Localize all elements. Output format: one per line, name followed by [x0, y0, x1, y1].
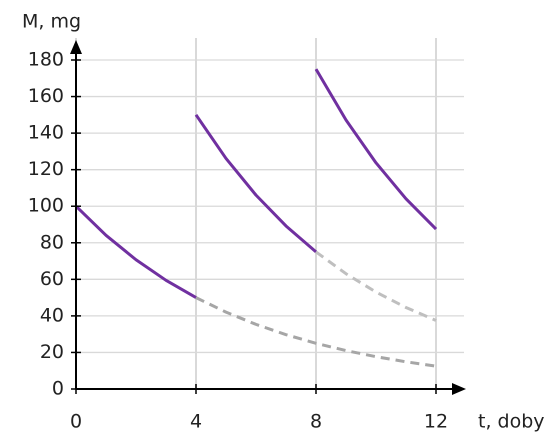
y-tick-label: 160	[28, 85, 64, 107]
x-tick-label: 4	[190, 411, 202, 433]
plot-area	[74, 68, 438, 368]
y-tick-label: 40	[40, 304, 64, 326]
dashed-line	[315, 250, 437, 322]
y-axis-label: M, mg	[22, 11, 81, 33]
y-tick-label: 120	[28, 158, 64, 180]
y-tick-label: 140	[28, 122, 64, 144]
dashed-line	[195, 296, 437, 368]
y-tick-label: 0	[52, 378, 64, 400]
x-tick-label: 8	[310, 411, 322, 433]
line	[194, 113, 317, 254]
line	[314, 68, 438, 231]
y-axis-arrow	[70, 40, 82, 54]
y-tick-label: 20	[40, 341, 64, 363]
y-tick-label: 80	[40, 231, 64, 253]
y-tick-label: 60	[40, 268, 64, 290]
x-tick-label: 0	[70, 411, 82, 433]
line	[74, 205, 197, 299]
x-axis-label: t, doby	[478, 411, 545, 433]
y-tick-label: 100	[28, 195, 64, 217]
grid	[75, 38, 464, 390]
x-tick-label: 12	[424, 411, 448, 433]
x-axis-arrow	[452, 383, 466, 395]
y-tick-label: 180	[28, 49, 64, 71]
